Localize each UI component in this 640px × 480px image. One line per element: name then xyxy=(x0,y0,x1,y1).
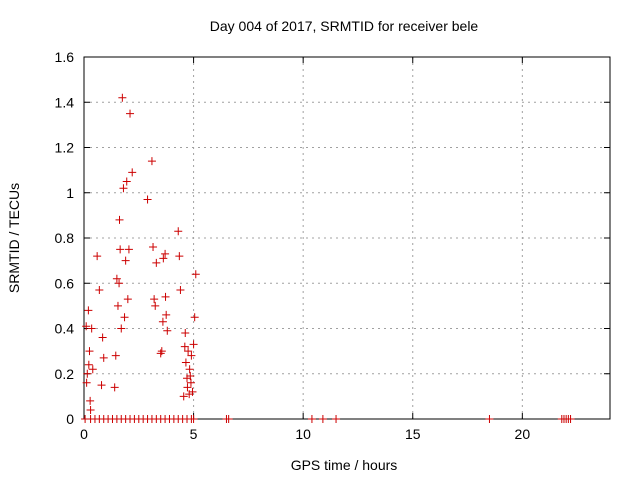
data-point xyxy=(307,415,316,423)
data-point xyxy=(162,310,171,319)
y-tick-label: 0 xyxy=(66,411,74,427)
data-point xyxy=(93,252,102,261)
data-point xyxy=(151,301,160,310)
data-point xyxy=(95,286,104,295)
data-point xyxy=(158,317,167,326)
data-point xyxy=(118,93,127,102)
data-point xyxy=(86,405,95,414)
data-point xyxy=(566,415,575,423)
data-point xyxy=(189,415,198,423)
data-point xyxy=(181,329,190,338)
data-point xyxy=(152,258,161,267)
data-point xyxy=(184,347,193,356)
data-point xyxy=(87,324,96,333)
data-point xyxy=(186,378,195,387)
data-point xyxy=(143,195,152,204)
y-tick-label: 0.2 xyxy=(55,366,75,382)
data-point xyxy=(161,249,170,258)
data-point xyxy=(128,168,137,177)
data-point xyxy=(82,322,91,331)
data-point xyxy=(117,324,126,333)
y-axis-label: SRMTID / TECUs xyxy=(6,183,22,293)
data-point xyxy=(174,227,183,236)
data-point xyxy=(156,349,165,358)
data-point xyxy=(85,347,94,356)
data-point xyxy=(123,295,132,304)
y-tick-label: 1.6 xyxy=(55,49,75,65)
data-point xyxy=(97,381,106,390)
x-tick-label: 10 xyxy=(295,426,311,442)
data-point xyxy=(112,274,121,283)
data-point xyxy=(115,215,124,224)
data-point xyxy=(86,396,95,405)
data-point xyxy=(185,365,194,374)
data-point xyxy=(98,333,107,342)
y-tick-label: 1.4 xyxy=(55,94,75,110)
data-point xyxy=(179,392,188,401)
data-point xyxy=(318,415,327,423)
grid-lines xyxy=(84,57,610,419)
data-point xyxy=(181,358,190,367)
data-point xyxy=(187,351,196,360)
data-point xyxy=(84,306,93,315)
data-point xyxy=(175,252,184,261)
data-point xyxy=(157,347,166,356)
data-point xyxy=(485,415,494,423)
y-tick-label: 0.6 xyxy=(55,275,75,291)
data-point xyxy=(84,360,93,369)
data-point xyxy=(161,292,170,301)
data-point xyxy=(121,256,130,265)
data-point xyxy=(191,270,200,279)
data-point xyxy=(99,353,108,362)
y-tick-label: 1.2 xyxy=(55,140,75,156)
data-point xyxy=(150,295,159,304)
data-point xyxy=(176,286,185,295)
x-tick-label: 0 xyxy=(80,426,88,442)
data-points xyxy=(81,93,575,423)
data-point xyxy=(186,372,195,381)
data-point xyxy=(190,313,199,322)
data-point xyxy=(111,351,120,360)
y-tick-label: 0.4 xyxy=(55,321,75,337)
data-point xyxy=(83,369,92,378)
data-point xyxy=(116,245,125,254)
x-tick-label: 5 xyxy=(190,426,198,442)
data-point xyxy=(88,365,97,374)
data-point xyxy=(159,254,168,263)
data-point xyxy=(126,109,135,118)
data-point xyxy=(163,326,172,335)
axis-ticks: 0 5 10 15 20 0 0.2 0.4 0.6 0.8 1 1.2 1.4 1.6 xyxy=(55,49,610,442)
data-point xyxy=(189,340,198,349)
data-point xyxy=(180,342,189,351)
y-tick-label: 1 xyxy=(66,185,74,201)
x-axis-label: GPS time / hours xyxy=(291,457,398,473)
x-tick-label: 20 xyxy=(515,426,531,442)
data-point xyxy=(147,157,156,166)
data-point xyxy=(120,313,129,322)
data-point xyxy=(115,279,124,288)
y-tick-label: 0.8 xyxy=(55,230,75,246)
x-tick-label: 15 xyxy=(405,426,421,442)
data-point xyxy=(224,415,233,423)
data-point xyxy=(149,243,158,252)
data-point xyxy=(119,184,128,193)
data-point xyxy=(82,378,91,387)
data-point xyxy=(122,177,131,186)
data-point xyxy=(113,301,122,310)
data-point xyxy=(332,415,341,423)
data-point xyxy=(124,245,133,254)
chart-title: Day 004 of 2017, SRMTID for receiver bel… xyxy=(210,18,479,34)
data-point xyxy=(183,383,192,392)
data-point xyxy=(188,387,197,396)
data-point xyxy=(110,383,119,392)
